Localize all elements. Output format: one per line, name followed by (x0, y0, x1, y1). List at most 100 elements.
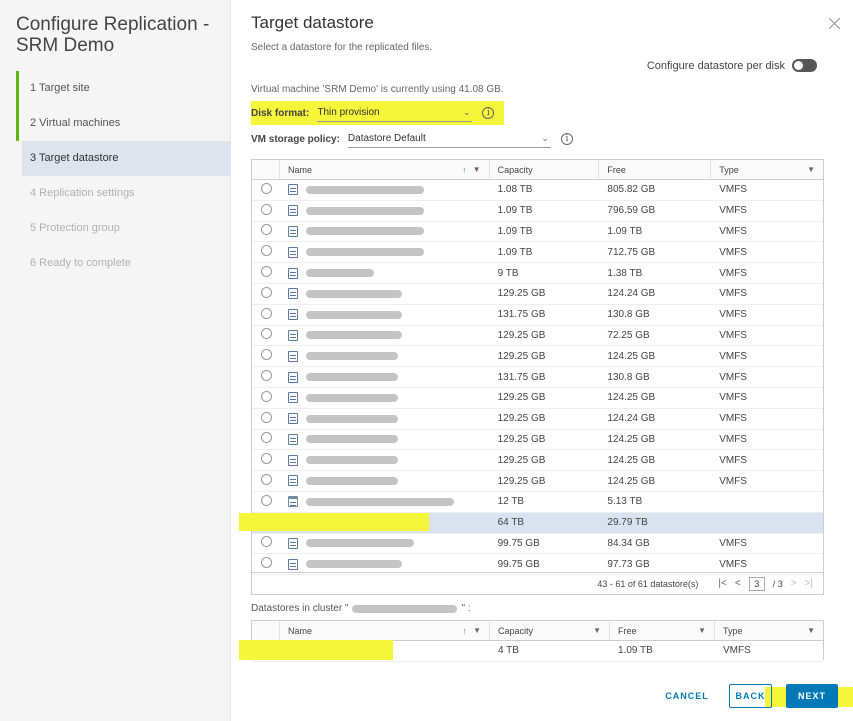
prev-page-icon[interactable]: < (734, 578, 741, 589)
page-number-input[interactable]: 3 (748, 576, 765, 591)
storage-policy-select[interactable]: Datastore Default ⌄ (347, 131, 551, 148)
free-cell: 130.8 GB (607, 309, 650, 321)
table-row[interactable]: 12 TB 5.13 TB (252, 492, 823, 513)
row-radio[interactable] (261, 203, 272, 215)
column-header-capacity[interactable]: Capacity (490, 160, 600, 179)
next-button[interactable]: NEXT (786, 684, 838, 708)
row-select-cell (252, 411, 280, 426)
column-header-free[interactable]: Free ▼ (610, 621, 715, 640)
page-title: Target datastore (251, 13, 374, 32)
wizard-step[interactable]: 3 Target datastore (22, 141, 231, 176)
filter-icon[interactable]: ▼ (473, 626, 481, 635)
filter-icon[interactable]: ▼ (698, 626, 706, 635)
first-page-icon[interactable]: |< (718, 578, 727, 589)
free-cell: 130.8 GB (607, 371, 650, 383)
back-button[interactable]: BACK (729, 684, 772, 708)
close-icon[interactable] (827, 16, 843, 32)
row-radio[interactable] (261, 453, 272, 465)
row-radio[interactable] (261, 182, 272, 194)
disk-format-select[interactable]: Thin provision ⌄ (317, 105, 473, 122)
page-total: / 3 (772, 578, 783, 589)
per-disk-toggle[interactable] (792, 59, 817, 72)
row-select-cell (252, 266, 280, 280)
row-radio[interactable] (261, 474, 272, 486)
filter-icon[interactable]: ▼ (593, 626, 601, 635)
page-subtitle: Select a datastore for the replicated fi… (251, 42, 433, 53)
table-row[interactable]: 1.09 TB 712.75 GB VMFS (252, 242, 823, 264)
cancel-button[interactable]: CANCEL (665, 691, 709, 701)
type-cell: VMFS (719, 475, 747, 487)
capacity-cell: 129.25 GB (497, 413, 546, 425)
next-page-icon[interactable]: > (790, 578, 797, 589)
free-cell: 29.79 TB (607, 517, 648, 529)
row-radio[interactable] (261, 411, 272, 423)
row-radio[interactable] (261, 432, 272, 444)
wizard-main: Target datastore Select a datastore for … (231, 0, 853, 721)
row-radio[interactable] (261, 266, 272, 278)
row-radio[interactable] (261, 557, 272, 569)
column-header-free[interactable]: Free (599, 160, 712, 179)
info-icon[interactable]: i (482, 107, 495, 119)
name-cell (280, 184, 490, 196)
column-type-label: Type (719, 164, 739, 175)
capacity-cell: 64 TB (497, 517, 525, 529)
last-page-icon[interactable]: >| (804, 578, 813, 589)
column-header-name[interactable]: Name ↑ ▼ (280, 160, 490, 179)
table-row[interactable]: 1.08 TB 805.82 GB VMFS (252, 180, 823, 201)
row-radio[interactable] (261, 328, 272, 340)
row-radio[interactable] (261, 286, 272, 298)
free-cell: 124.25 GB (607, 475, 656, 487)
column-header-type[interactable]: Type ▼ (715, 621, 823, 640)
table-row[interactable]: 131.75 GB 130.8 GB VMFS (252, 305, 823, 326)
table-row[interactable]: 99.75 GB 84.34 GB VMFS (252, 534, 823, 555)
datastore-icon (287, 205, 298, 217)
redacted-datastore-name (305, 393, 398, 402)
column-header-name[interactable]: Name ↑ ▼ (280, 621, 490, 640)
cluster-label-prefix: Datastores in cluster " (251, 603, 349, 614)
table-row[interactable]: 129.25 GB 124.25 GB VMFS (252, 346, 823, 368)
sort-ascending-icon[interactable]: ↑ (462, 164, 467, 175)
row-radio[interactable] (261, 494, 272, 506)
table-row[interactable]: 9 TB 1.38 TB VMFS (252, 263, 823, 284)
filter-icon[interactable]: ▼ (472, 165, 481, 174)
wizard-step[interactable]: 2 Virtual machines (16, 106, 231, 141)
row-radio[interactable] (261, 224, 272, 236)
datastore-icon (287, 413, 298, 425)
disk-format-row: Disk format: Thin provision ⌄ i (251, 101, 504, 125)
row-radio[interactable] (261, 245, 272, 257)
filter-icon[interactable]: ▼ (807, 626, 815, 635)
row-radio[interactable] (261, 390, 272, 402)
datastore-icon (287, 246, 298, 258)
table-row[interactable]: 129.25 GB 124.25 GB VMFS (252, 471, 823, 492)
filter-icon[interactable]: ▼ (807, 165, 816, 174)
column-header-type[interactable]: Type ▼ (711, 160, 823, 179)
wizard-step[interactable]: 1 Target site (16, 71, 231, 106)
table-row[interactable]: 131.75 GB 130.8 GB VMFS (252, 367, 823, 388)
table-row[interactable]: 129.25 GB 124.25 GB VMFS (252, 388, 823, 409)
highlight-mark (239, 513, 429, 531)
column-header-capacity[interactable]: Capacity ▼ (490, 621, 610, 640)
datastore-icon (287, 350, 298, 362)
table-row[interactable]: 129.25 GB 124.24 GB VMFS (252, 409, 823, 430)
type-cell: VMFS (719, 288, 747, 300)
table-row[interactable]: 129.25 GB 124.24 GB VMFS (252, 284, 823, 305)
type-cell: VMFS (719, 413, 747, 425)
type-cell: VMFS (719, 454, 747, 466)
grid-body: 1.08 TB 805.82 GB VMFS 1.09 TB 796.59 GB VMFS… (252, 180, 823, 576)
table-row[interactable]: 129.25 GB 72.25 GB VMFS (252, 326, 823, 347)
table-row[interactable]: 129.25 GB 124.25 GB VMFS (252, 430, 823, 451)
info-icon[interactable]: i (560, 133, 573, 145)
row-radio[interactable] (261, 307, 272, 319)
name-cell (280, 267, 490, 279)
wizard-title: Configure Replication - SRM Demo (16, 14, 210, 56)
row-radio[interactable] (261, 536, 272, 548)
table-row[interactable]: 129.25 GB 124.25 GB VMFS (252, 450, 823, 472)
name-cell (280, 496, 490, 508)
row-radio[interactable] (261, 349, 272, 361)
type-cell: VMFS (723, 645, 751, 657)
sort-ascending-icon[interactable]: ↑ (462, 625, 468, 636)
table-row[interactable]: 1.09 TB 796.59 GB VMFS (252, 201, 823, 222)
row-radio[interactable] (261, 370, 272, 382)
table-row[interactable]: 1.09 TB 1.09 TB VMFS (252, 222, 823, 243)
table-row[interactable]: 99.75 GB 97.73 GB VMFS (252, 554, 823, 576)
